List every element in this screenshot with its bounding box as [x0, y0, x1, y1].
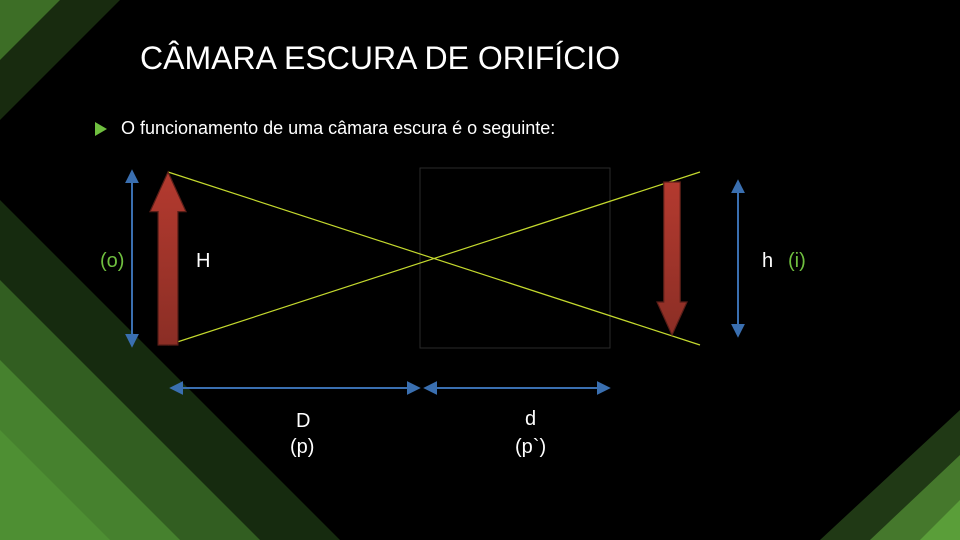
pinhole-diagram: [0, 0, 960, 540]
slide-content: CÂMARA ESCURA DE ORIFÍCIO O funcionament…: [0, 0, 960, 540]
